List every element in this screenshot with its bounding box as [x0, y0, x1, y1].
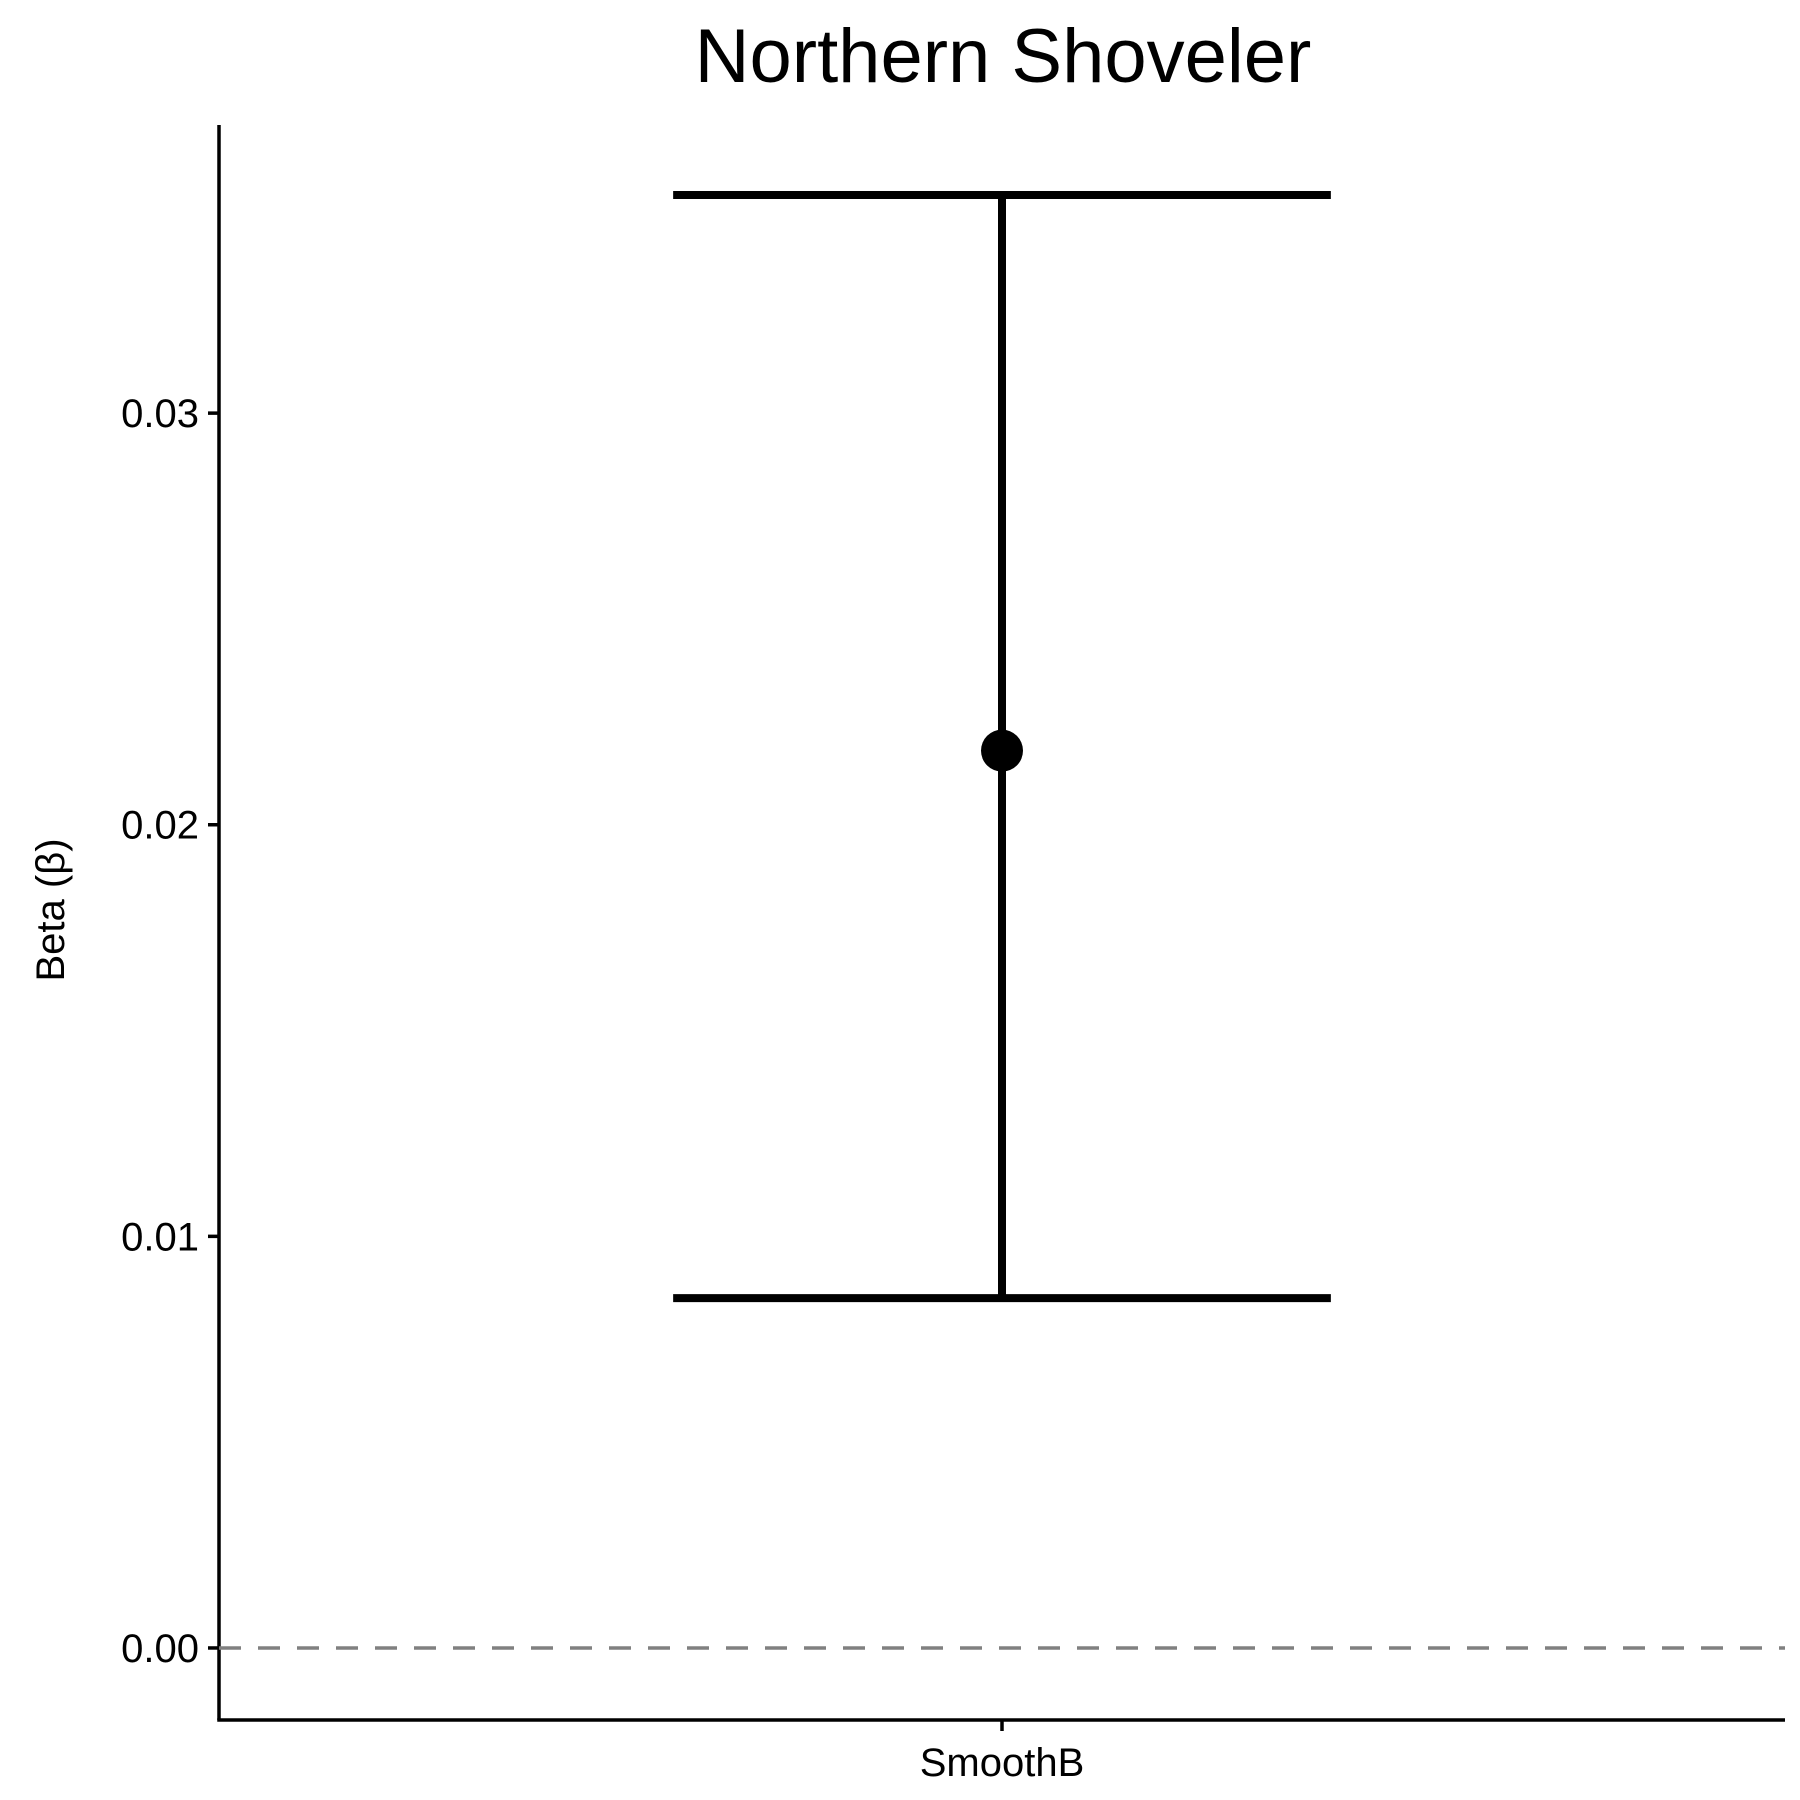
y-axis-title: Beta (β): [29, 838, 73, 981]
y-axis: 0.00 0.01 0.02 0.03: [121, 125, 221, 1720]
x-tick-label: SmoothB: [920, 1741, 1085, 1785]
y-tick-label: 0.01: [121, 1215, 199, 1259]
y-tick-label: 0.03: [121, 392, 199, 436]
chart-title: Northern Shoveler: [695, 14, 1312, 99]
y-tick-label: 0.00: [121, 1627, 199, 1671]
chart-marks: [219, 190, 1785, 1650]
point-estimate: [981, 729, 1023, 772]
x-axis: SmoothB: [217, 1718, 1785, 1785]
y-tick-label: 0.02: [121, 804, 199, 848]
